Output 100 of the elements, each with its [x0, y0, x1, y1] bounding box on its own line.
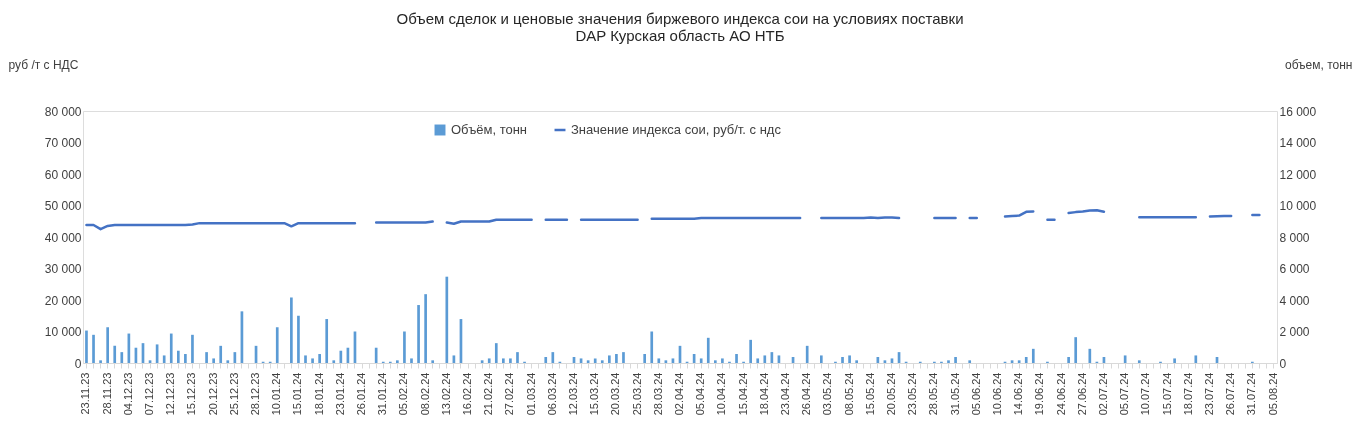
bar: [99, 360, 102, 363]
y-tick-label: 60 000: [44, 167, 82, 182]
bar: [212, 358, 215, 363]
bar: [650, 331, 654, 363]
x-tick-label: 28.12.23: [249, 372, 262, 416]
x-tick-label: 15.07.24: [1160, 372, 1173, 416]
y-tick-label: 40 000: [44, 230, 82, 245]
x-tick-label: 25.12.23: [227, 372, 240, 416]
bar: [749, 339, 752, 363]
bar: [113, 345, 117, 363]
bar: [205, 352, 208, 363]
bar: [120, 352, 124, 363]
bar: [735, 354, 738, 363]
bar: [699, 358, 703, 363]
x-tick-label: 24.06.24: [1054, 372, 1067, 416]
x-tick-label: 05.07.24: [1118, 372, 1131, 416]
bar: [1031, 348, 1035, 363]
y-tick-label: 10 000: [44, 325, 82, 339]
legend-label: Значение индекса сои, руб/т. с ндс: [571, 122, 782, 137]
x-tick-label: 05.06.24: [969, 372, 982, 416]
legend-label: Объём, тонн: [451, 122, 528, 137]
bar: [85, 330, 88, 363]
bar: [318, 354, 321, 363]
bar: [855, 360, 858, 363]
bar: [431, 360, 435, 363]
bar: [487, 358, 491, 363]
x-tick-label: 15.12.23: [185, 372, 198, 416]
x-tick-label: 19.06.24: [1033, 372, 1046, 416]
x-tick-label: 20.12.23: [206, 372, 219, 416]
y-axis-title: руб /т с НДС: [8, 57, 79, 72]
x-tick-label: 28.05.24: [927, 372, 940, 416]
bar: [1137, 360, 1141, 363]
x-tick-label: 12.12.23: [164, 372, 177, 416]
bar: [544, 357, 548, 363]
x-tick-label: 18.07.24: [1181, 372, 1194, 416]
x-tick-label: 20.03.24: [609, 372, 622, 416]
x-tick-label: 18.01.24: [312, 372, 325, 416]
bar: [763, 355, 767, 363]
bar: [841, 357, 844, 363]
bar: [275, 327, 279, 363]
x-tick-label: 31.07.24: [1245, 372, 1258, 416]
x-tick-label: 02.04.24: [673, 372, 685, 416]
x-tick-label: 27.06.24: [1075, 372, 1088, 416]
x-tick-label: 23.11.23: [79, 372, 92, 415]
bar: [290, 297, 293, 363]
bar: [374, 347, 378, 363]
x-tick-label: 05.02.24: [397, 372, 410, 416]
y-tick-label: 30 000: [44, 262, 82, 276]
bar: [509, 358, 512, 363]
bar: [311, 358, 314, 363]
bar: [657, 358, 661, 363]
y2-tick-label: 8 000: [1279, 230, 1310, 245]
bar: [848, 355, 851, 363]
bar: [819, 355, 823, 363]
bar: [169, 333, 173, 363]
x-tick-label: 23.01.24: [333, 372, 346, 416]
x-tick-label: 26.01.24: [355, 372, 368, 416]
bar: [162, 355, 166, 363]
x-tick-label: 01.03.24: [524, 372, 537, 416]
y2-tick-label: 14 000: [1279, 136, 1317, 150]
x-tick-label: 28.11.23: [100, 372, 113, 415]
bar: [947, 360, 950, 363]
bar: [396, 360, 399, 363]
bar: [332, 360, 336, 363]
bar: [615, 354, 618, 363]
bar: [92, 334, 95, 363]
x-tick-label: 20.05.24: [884, 372, 897, 416]
y2-tick-label: 10 000: [1279, 199, 1317, 213]
x-tick-label: 08.02.24: [418, 372, 431, 416]
bar: [1173, 358, 1176, 363]
x-tick-label: 10.01.24: [270, 372, 283, 416]
x-tick-label: 15.05.24: [863, 372, 876, 416]
x-tick-label: 10.06.24: [990, 372, 1003, 416]
x-tick-label: 23.07.24: [1202, 372, 1215, 416]
bar: [713, 360, 717, 363]
bar: [1074, 337, 1078, 363]
x-tick-label: 10.07.24: [1139, 372, 1152, 416]
y2-tick-label: 16 000: [1279, 104, 1317, 119]
y2-tick-label: 12 000: [1279, 167, 1317, 182]
x-tick-label: 31.05.24: [948, 372, 961, 416]
y-tick-label: 0: [74, 356, 82, 371]
bar: [226, 360, 230, 363]
x-tick-label: 15.01.24: [291, 372, 304, 416]
x-tick-label: 25.03.24: [630, 372, 643, 416]
bar: [551, 352, 555, 363]
x-tick-label: 31.01.24: [376, 372, 389, 416]
x-tick-label: 15.03.24: [588, 372, 601, 416]
x-tick-label: 15.04.24: [736, 372, 749, 416]
bar: [1017, 360, 1021, 363]
y2-tick-label: 2 000: [1279, 325, 1310, 339]
bar: [304, 355, 307, 363]
x-tick-label: 05.04.24: [694, 372, 707, 416]
bar: [593, 358, 597, 363]
y2-tick-label: 0: [1279, 356, 1287, 371]
y2-tick-label: 6 000: [1279, 262, 1310, 276]
bar: [1194, 355, 1198, 363]
bar: [339, 350, 343, 363]
bar: [219, 345, 223, 363]
x-tick-label: 23.04.24: [778, 372, 791, 416]
bar: [494, 343, 498, 363]
